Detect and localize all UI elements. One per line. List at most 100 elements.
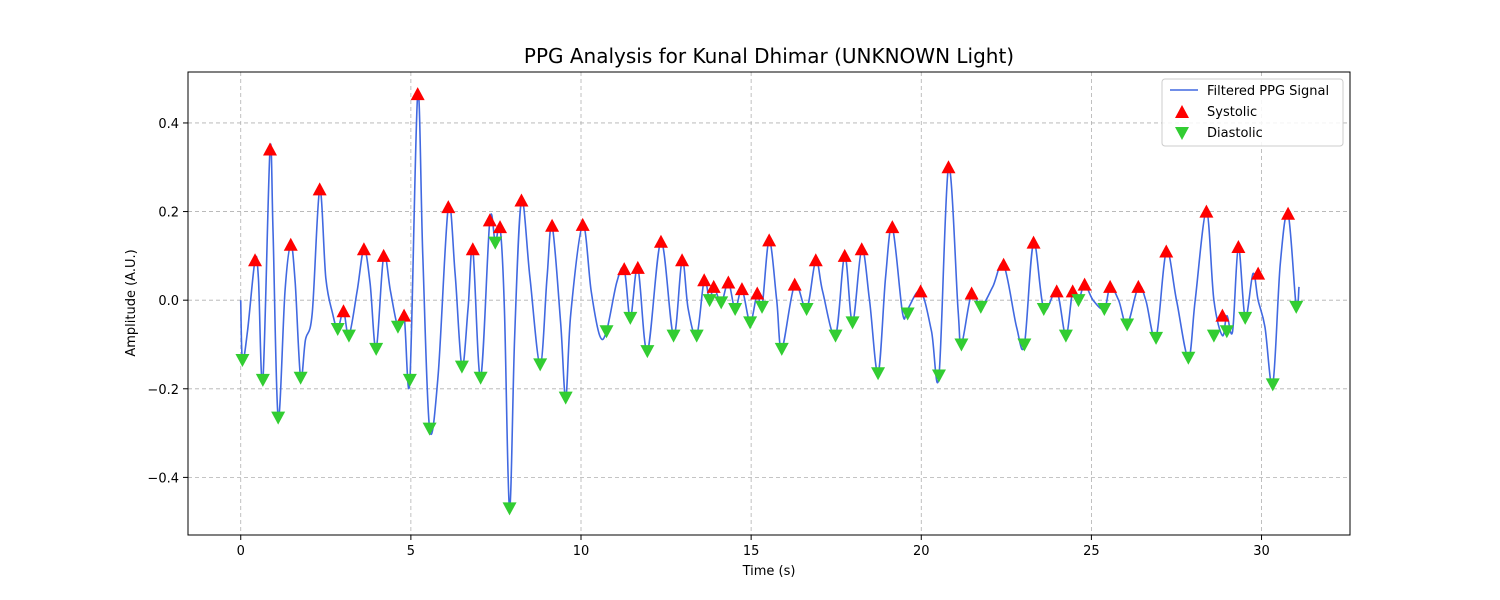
systolic-marker — [721, 275, 736, 289]
systolic-marker — [1231, 240, 1246, 254]
systolic-marker — [376, 248, 391, 262]
systolic-marker — [1131, 279, 1146, 293]
legend-box — [1161, 78, 1344, 147]
legend-diastolic-marker — [1175, 127, 1189, 140]
diastolic-marker — [1149, 331, 1164, 345]
y-tick-label: 0.4 — [158, 117, 179, 132]
diastolic-marker — [954, 338, 969, 352]
systolic-marker — [575, 217, 590, 231]
diastolic-marker — [973, 300, 988, 314]
axes-frame — [187, 71, 1351, 536]
diastolic-marker — [623, 311, 638, 325]
diastolic-marker — [1097, 303, 1112, 317]
systolic-marker — [356, 242, 371, 256]
systolic-marker — [734, 282, 749, 296]
systolic-marker — [1159, 244, 1174, 258]
y-axis-label: Amplitude (A.U.) — [124, 249, 139, 356]
systolic-marker — [837, 248, 852, 262]
diastolic-marker — [755, 300, 770, 314]
diastolic-markers — [235, 236, 1304, 516]
legend-systolic-label: Systolic — [1207, 105, 1257, 120]
diastolic-marker — [900, 307, 915, 321]
x-tick-label: 0 — [237, 544, 245, 559]
diastolic-marker — [1265, 378, 1280, 392]
systolic-marker — [283, 237, 298, 251]
diastolic-marker — [743, 316, 758, 330]
chart-title: PPG Analysis for Kunal Dhimar (UNKNOWN L… — [524, 44, 1014, 68]
systolic-marker — [706, 279, 721, 293]
diastolic-marker — [702, 294, 717, 308]
systolic-marker — [263, 142, 278, 156]
systolic-marker — [941, 160, 956, 174]
y-tick-label: 0.2 — [158, 206, 179, 221]
diastolic-marker — [1206, 329, 1221, 343]
systolic-marker — [675, 253, 690, 267]
diastolic-marker — [473, 371, 488, 385]
systolic-marker — [1251, 266, 1266, 280]
x-tick-label: 5 — [407, 544, 415, 559]
diastolic-marker — [369, 342, 384, 356]
x-axis-ticks: 0 5 10 15 20 25 30 — [237, 535, 1270, 559]
diastolic-marker — [1238, 311, 1253, 325]
diastolic-marker — [1289, 300, 1304, 314]
x-tick-label: 15 — [743, 544, 760, 559]
systolic-marker — [1215, 308, 1230, 322]
x-tick-label: 20 — [913, 544, 930, 559]
diastolic-marker — [502, 502, 517, 516]
systolic-marker — [1199, 204, 1214, 218]
systolic-marker — [465, 242, 480, 256]
diastolic-marker — [799, 303, 814, 317]
systolic-marker — [493, 220, 508, 234]
systolic-marker — [885, 220, 900, 234]
legend-signal-label: Filtered PPG Signal — [1207, 84, 1329, 99]
systolic-marker — [653, 234, 668, 248]
diastolic-marker — [1181, 351, 1196, 365]
y-tick-label: −0.4 — [147, 471, 179, 486]
diastolic-marker — [728, 303, 743, 317]
systolic-marker — [514, 193, 529, 207]
systolic-marker — [336, 304, 351, 318]
diastolic-marker — [1017, 338, 1032, 352]
diastolic-marker — [774, 342, 789, 356]
systolic-marker — [1026, 235, 1041, 249]
grid — [188, 72, 1350, 535]
systolic-marker — [545, 218, 560, 232]
diastolic-marker — [271, 411, 286, 425]
systolic-marker — [996, 257, 1011, 271]
diastolic-marker — [235, 353, 250, 367]
diastolic-marker — [828, 329, 843, 343]
systolic-markers — [248, 87, 1296, 322]
diastolic-marker — [714, 296, 729, 310]
systolic-marker — [248, 253, 263, 267]
diastolic-marker — [402, 373, 417, 387]
systolic-marker — [1049, 284, 1064, 298]
plot-area — [235, 87, 1304, 516]
diastolic-marker — [871, 367, 886, 381]
systolic-marker — [410, 87, 425, 101]
legend-diastolic-label: Diastolic — [1207, 126, 1263, 141]
diastolic-marker — [454, 360, 469, 374]
diastolic-marker — [293, 371, 308, 385]
systolic-marker — [808, 253, 823, 267]
systolic-marker — [312, 182, 327, 196]
x-tick-label: 10 — [573, 544, 590, 559]
diastolic-marker — [1071, 294, 1086, 308]
systolic-marker — [787, 277, 802, 291]
x-tick-label: 25 — [1083, 544, 1100, 559]
systolic-marker — [913, 284, 928, 298]
diastolic-marker — [666, 329, 681, 343]
y-axis-ticks: −0.4 −0.2 0.0 0.2 0.4 — [147, 117, 188, 486]
diastolic-marker — [422, 422, 437, 436]
systolic-marker — [762, 233, 777, 247]
y-tick-label: 0.0 — [158, 294, 179, 309]
systolic-marker — [397, 308, 412, 322]
legend: Filtered PPG Signal Systolic Diastolic — [1161, 78, 1344, 147]
diastolic-marker — [640, 345, 655, 359]
diastolic-marker — [599, 325, 614, 339]
diastolic-marker — [931, 369, 946, 383]
legend-systolic-marker — [1175, 105, 1189, 118]
x-axis-label: Time (s) — [742, 564, 796, 579]
systolic-marker — [1281, 206, 1296, 220]
diastolic-marker — [689, 329, 704, 343]
diastolic-marker — [1219, 325, 1234, 339]
